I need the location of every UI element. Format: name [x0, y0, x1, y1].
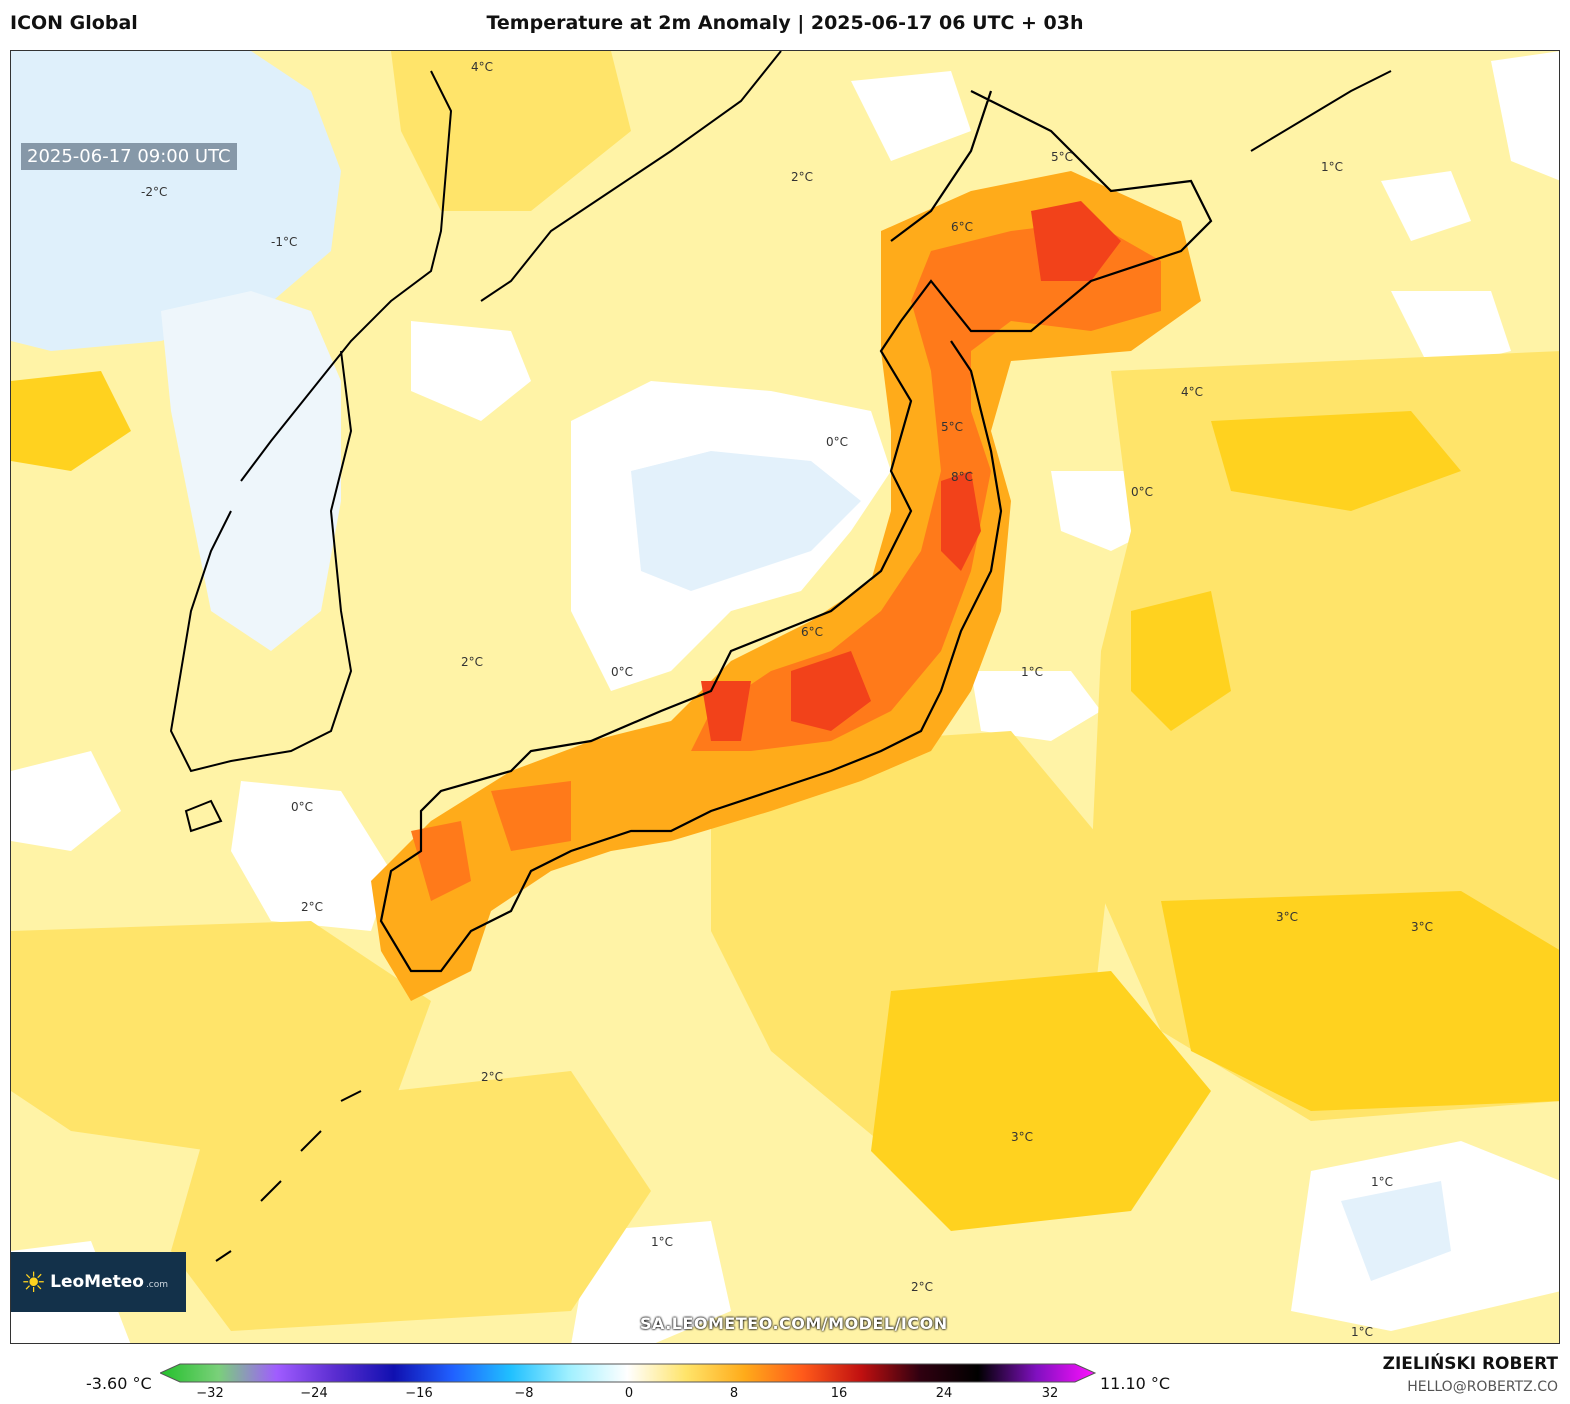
source-url: SA.LEOMETEO.COM/MODEL/ICON [640, 1314, 948, 1333]
contour-label: 5°C [941, 420, 963, 434]
colorbar-min-label: -3.60 °C [86, 1374, 152, 1393]
contour-label: 0°C [611, 665, 633, 679]
logo-brand: LeoMeteo [50, 1272, 144, 1292]
map-canvas: 4°C 2°C 6°C 5°C 5°C 8°C 6°C 0°C 2°C 2°C … [11, 51, 1559, 1343]
contour-label: 2°C [481, 1070, 503, 1084]
colorbar-tick: −24 [300, 1386, 328, 1401]
colorbar: -3.60 °C −32 −24 −16 −8 0 8 16 24 32 11.… [0, 1350, 1570, 1404]
contour-label: 1°C [1021, 665, 1043, 679]
contour-label: 2°C [461, 655, 483, 669]
contour-label: 0°C [1131, 485, 1153, 499]
contour-label: 0°C [826, 435, 848, 449]
contour-label: 6°C [951, 220, 973, 234]
colorbar-tick: 16 [830, 1386, 848, 1401]
colorbar-tick: 24 [935, 1386, 953, 1401]
contour-label: 4°C [471, 60, 493, 74]
colorbar-tick: 8 [729, 1386, 739, 1401]
colorbar-tick: −16 [405, 1386, 433, 1401]
sun-icon: ☀ [21, 1265, 47, 1299]
colorbar-tick: −8 [514, 1386, 534, 1401]
contour-label: 5°C [1051, 150, 1073, 164]
chart-title: Temperature at 2m Anomaly | 2025-06-17 0… [486, 12, 1084, 34]
contour-label: 2°C [791, 170, 813, 184]
colorbar-tick: −32 [196, 1386, 224, 1401]
contour-label: 1°C [651, 1235, 673, 1249]
contour-label: 3°C [1276, 910, 1298, 924]
contour-label: 6°C [801, 625, 823, 639]
contour-label: 2°C [911, 1280, 933, 1294]
contour-label: -1°C [271, 235, 297, 249]
logo-suffix: .com [145, 1280, 169, 1290]
contour-label: 1°C [1321, 160, 1343, 174]
contour-label: 3°C [1411, 920, 1433, 934]
contour-label: 0°C [291, 800, 313, 814]
author-email: HELLO@ROBERTZ.CO [1407, 1379, 1558, 1395]
temperature-anomaly-map: 4°C 2°C 6°C 5°C 5°C 8°C 6°C 0°C 2°C 2°C … [10, 50, 1560, 1344]
author-name: ZIELIŃSKI ROBERT [1382, 1354, 1558, 1374]
model-name: ICON Global [10, 12, 138, 34]
contour-label: 1°C [1351, 1325, 1373, 1339]
colorbar-gradient [160, 1363, 1097, 1383]
contour-label: -2°C [141, 185, 167, 199]
contour-label: 2°C [301, 900, 323, 914]
colorbar-tick: 32 [1041, 1386, 1059, 1401]
contour-label: 1°C [1371, 1175, 1393, 1189]
colorbar-max-label: 11.10 °C [1100, 1374, 1171, 1393]
contour-labels: 4°C 2°C 6°C 5°C 5°C 8°C 6°C 0°C 2°C 2°C … [141, 60, 1433, 1339]
contour-label: 3°C [1011, 1130, 1033, 1144]
contour-label: 8°C [951, 470, 973, 484]
contour-label: 4°C [1181, 385, 1203, 399]
colorbar-tick: 0 [624, 1386, 634, 1401]
leometeo-logo: ☀ LeoMeteo .com [11, 1252, 186, 1312]
valid-time-badge: 2025-06-17 09:00 UTC [21, 143, 237, 170]
